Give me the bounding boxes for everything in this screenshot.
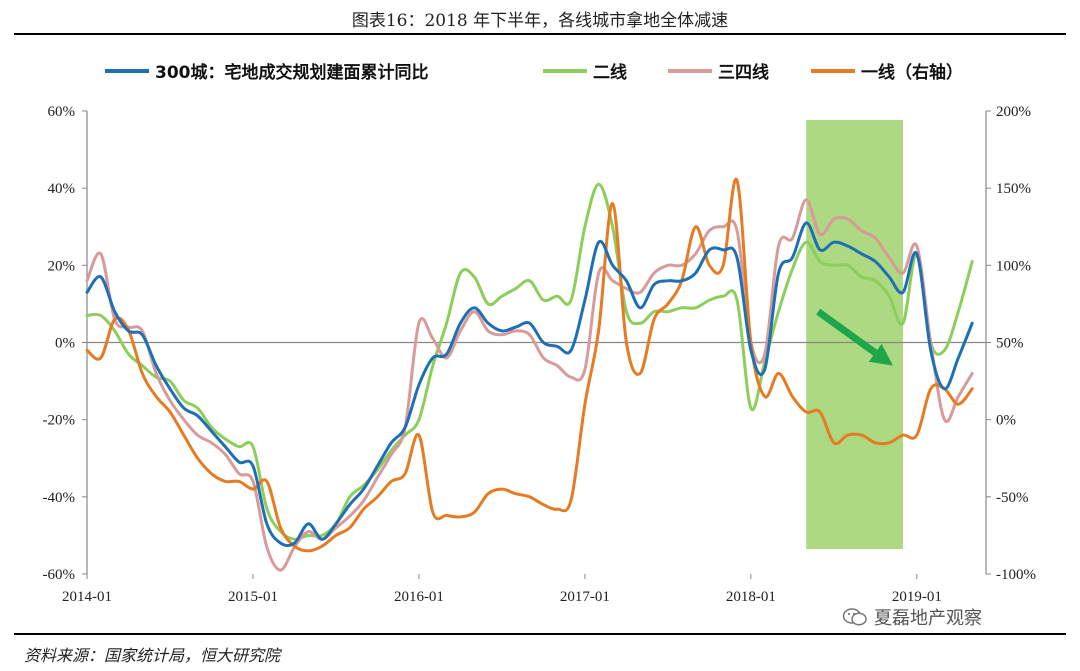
x-tick-label: 2018-01 (726, 589, 776, 605)
x-tick-label: 2015-01 (228, 589, 278, 605)
right-tick-label: -100% (996, 567, 1036, 583)
right-tick-label: -50% (996, 490, 1029, 506)
source-note: 资料来源：国家统计局，恒大研究院 (24, 646, 281, 665)
left-tick-label: 60% (48, 104, 76, 120)
left-tick-label: 20% (48, 258, 76, 274)
series-lines (85, 177, 974, 572)
series-line-2 (85, 182, 974, 541)
wechat-icon (842, 608, 867, 626)
axes: 60% 40% 20% 0% -20% -40% -60% 200% 150% 100% 50% 0%… (43, 104, 1037, 605)
legend-label: 一线（右轴） (861, 62, 963, 83)
legend-label: 三四线 (718, 62, 769, 83)
legend-label: 二线 (593, 62, 627, 83)
watermark-text: 夏磊地产观察 (874, 608, 982, 629)
chart-title: 图表16：2018 年下半年，各线城市拿地全体减速 (351, 11, 729, 31)
left-tick-label: -60% (43, 567, 76, 583)
series-line-3 (85, 198, 974, 572)
left-tick-label: -40% (43, 490, 76, 506)
x-tick-label: 2014-01 (62, 589, 112, 605)
x-tick-label: 2016-01 (394, 589, 444, 605)
right-tick-label: 200% (996, 104, 1031, 120)
right-tick-label: 50% (996, 336, 1024, 352)
series-line-4 (85, 177, 974, 553)
series-line-1 (85, 221, 974, 547)
trend-arrow-shaft (816, 308, 878, 356)
annotations (816, 308, 894, 366)
trend-arrow-head (868, 343, 894, 366)
right-tick-label: 150% (996, 181, 1031, 197)
left-tick-label: 40% (48, 181, 76, 197)
legend-label: 300城：宅地成交规划建面累计同比 (155, 62, 429, 83)
x-tick-label: 2019-01 (892, 589, 942, 605)
left-tick-label: -20% (43, 413, 76, 429)
x-tick-label: 2017-01 (560, 589, 610, 605)
right-tick-label: 0% (996, 413, 1016, 429)
left-tick-label: 0% (55, 336, 75, 352)
right-tick-label: 100% (996, 258, 1031, 274)
bottom-rule (14, 633, 1066, 635)
watermark: 夏磊地产观察 (842, 604, 982, 630)
line-chart: 60% 40% 20% 0% -20% -40% -60% 200% 150% 100% 50% 0%… (43, 62, 1037, 605)
top-rule (14, 33, 1066, 35)
legend: 300城：宅地成交规划建面累计同比 二线 三四线 一线（右轴） (105, 62, 963, 83)
